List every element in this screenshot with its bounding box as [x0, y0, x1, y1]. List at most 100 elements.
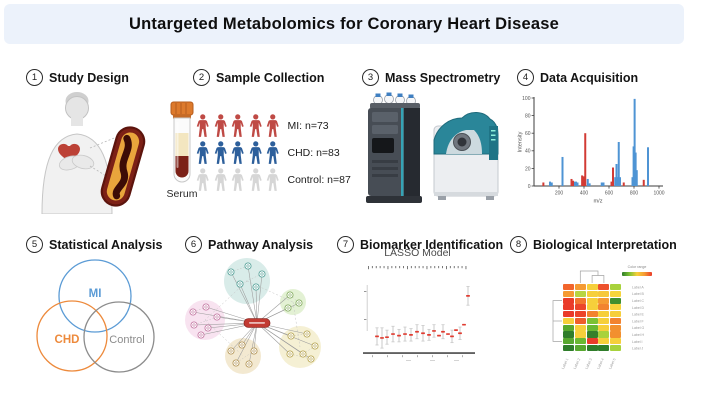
person-icon [214, 141, 227, 164]
heatmap-cell [610, 284, 622, 291]
heatmap-cell [598, 324, 610, 331]
heatmap-row-label: Label G [632, 326, 645, 330]
person-icons-control [196, 168, 280, 192]
heatmap-cell [574, 304, 586, 311]
hplc-instrument-icon [366, 92, 422, 203]
heatmap-cell [574, 311, 586, 318]
person-icons-chd [196, 141, 280, 165]
heatmap-cell [586, 331, 598, 338]
heatmap-cell [563, 284, 575, 291]
heatmap-cell [586, 290, 598, 297]
heatmap-cell [563, 338, 575, 345]
heatmap-cell [563, 290, 575, 297]
step-6-number-badge: 6 [185, 236, 202, 253]
page-title: Untargeted Metabolomics for Coronary Hea… [129, 14, 559, 33]
heatmap-cell [586, 345, 598, 352]
cohort-row-mi: MI: n=73 [196, 114, 329, 138]
heatmap-cell [598, 317, 610, 324]
venn-circle-chd [36, 300, 108, 372]
svg-text:80: 80 [525, 114, 531, 120]
step-4-header: 4 Data Acquisition [517, 69, 638, 86]
person-icon [231, 141, 244, 164]
svg-text:0: 0 [528, 184, 531, 190]
heatmap-cell [610, 297, 622, 304]
svg-text:200: 200 [555, 191, 564, 197]
heatmap-row-label: Label F [632, 319, 644, 323]
heatmap-cell [610, 317, 622, 324]
heatmap-cell [598, 304, 610, 311]
heatmap-row-label: Label B [632, 292, 645, 296]
heatmap-row-label: Label D [632, 306, 645, 310]
heatmap-cell [598, 290, 610, 297]
artery-illustration [100, 126, 146, 207]
heatmap-cell [598, 331, 610, 338]
heatmap-cell [610, 290, 622, 297]
svg-text:m/z: m/z [593, 199, 602, 205]
heatmap-row-label: Label J [632, 347, 644, 351]
heatmap-cell [598, 345, 610, 352]
venn-circle-control [83, 301, 155, 373]
step-8-header: 8 Biological Interpretation [510, 236, 677, 253]
step-7-number-badge: 7 [337, 236, 354, 253]
serum-label: Serum [166, 188, 198, 200]
cohort-label-chd: CHD: n=83 [287, 146, 340, 159]
heatmap-dendrogram: Label A Label B Label C Label D Label E Label… [552, 270, 645, 370]
svg-text:100: 100 [522, 96, 531, 102]
pathway-network-chart [185, 258, 321, 374]
svg-text:600: 600 [605, 191, 614, 197]
cohort-label-control: Control: n=87 [287, 173, 351, 186]
heatmap-cell [598, 338, 610, 345]
person-icon [214, 114, 227, 137]
step-1-header: 1 Study Design [26, 69, 129, 86]
heatmap-row-label: Label I [632, 340, 643, 344]
step-5-header: 5 Statistical Analysis [26, 236, 162, 253]
svg-text:800: 800 [630, 191, 639, 197]
heatmap-cell [610, 345, 622, 352]
heatmap-grid [563, 284, 622, 352]
heatmap-cell [563, 345, 575, 352]
step-4-number-badge: 4 [517, 69, 534, 86]
step-4-label: Data Acquisition [540, 70, 639, 85]
svg-text:40: 40 [525, 149, 531, 155]
heatmap-cell [610, 304, 622, 311]
heatmap-cell [586, 317, 598, 324]
person-icon [266, 114, 279, 137]
heatmap-cell [610, 324, 622, 331]
heatmap-cell [598, 297, 610, 304]
step-6-label: Pathway Analysis [208, 237, 314, 252]
lasso-plot [363, 266, 475, 361]
heatmap-cell [574, 290, 586, 297]
step-5-label: Statistical Analysis [49, 237, 163, 252]
person-icon [249, 114, 262, 137]
svg-text:1000: 1000 [653, 191, 664, 197]
heatmap-cell [574, 284, 586, 291]
step-7-label: Biomarker Identification [360, 237, 504, 252]
step-5-number-badge: 5 [26, 236, 43, 253]
heatmap-cell [610, 331, 622, 338]
heatmap-col-label: Label 3 [585, 358, 594, 370]
heatmap-cell [598, 311, 610, 318]
heatmap-cell [586, 297, 598, 304]
person-icon [196, 141, 209, 164]
step-2-number-badge: 2 [193, 69, 210, 86]
mass-spectrum-chart: 0 20 40 60 80 100 200 400 600 800 1000 Intensity m/z [518, 96, 665, 205]
heatmap-cell [563, 311, 575, 318]
serum-tube-icon [170, 101, 194, 183]
step-6-header: 6 Pathway Analysis [185, 236, 313, 253]
heatmap-cell [586, 324, 598, 331]
person-icon [266, 141, 279, 164]
step-1-number-badge: 1 [26, 69, 43, 86]
heatmap-col-label: Label 2 [573, 358, 582, 370]
heatmap-cell [586, 338, 598, 345]
svg-text:60: 60 [525, 131, 531, 137]
svg-text:400: 400 [580, 191, 589, 197]
heatmap-cell [563, 331, 575, 338]
heatmap-legend-gradient [622, 272, 652, 276]
step-8-label: Biological Interpretation [533, 237, 677, 252]
person-icon [196, 114, 209, 137]
heatmap-cell [563, 297, 575, 304]
heatmap-row-label: Label H [632, 333, 645, 337]
step-3-header: 3 Mass Spectrometry [362, 69, 500, 86]
person-icon [214, 168, 227, 191]
step-2-header: 2 Sample Collection [193, 69, 324, 86]
